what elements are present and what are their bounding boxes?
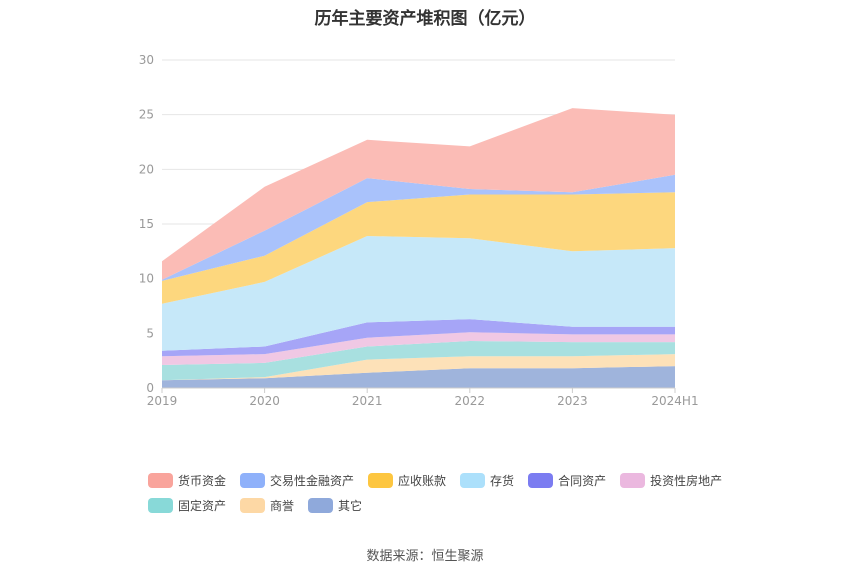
legend-label: 合同资产 (558, 474, 607, 488)
area-2 (162, 341, 675, 381)
chart-title: 历年主要资产堆积图（亿元） (314, 9, 536, 29)
legend-label: 商誉 (270, 499, 295, 513)
area-series (162, 108, 675, 388)
legend-item[interactable]: 交易性金融资产 (240, 472, 354, 489)
legend-item[interactable]: 货币资金 (148, 472, 226, 489)
y-tick-label: 25 (139, 108, 154, 122)
legend-swatch (460, 473, 486, 488)
area-1 (162, 354, 675, 381)
y-tick-label: 10 (139, 272, 154, 286)
area-6 (162, 192, 675, 304)
legend-label: 其它 (338, 499, 363, 513)
legend-label: 货币资金 (178, 474, 227, 488)
area-4 (162, 319, 675, 357)
legend-swatch (528, 473, 554, 488)
area-0 (162, 366, 675, 388)
x-tick-label: 2021 (352, 394, 383, 408)
x-tick-label: 2019 (147, 394, 178, 408)
legend-item[interactable]: 投资性房地产 (620, 472, 722, 489)
legend-label: 固定资产 (178, 499, 227, 513)
area-3 (162, 332, 675, 365)
y-tick-label: 5 (146, 326, 154, 340)
legend-item[interactable]: 固定资产 (148, 497, 226, 514)
legend-swatch (148, 498, 173, 513)
y-tick-label: 30 (139, 53, 154, 67)
legend-swatch (308, 498, 334, 513)
legend-label: 应收账款 (398, 474, 447, 488)
legend-item[interactable]: 存货 (460, 472, 514, 489)
legend-swatch (368, 473, 394, 488)
y-tick-label: 0 (146, 381, 154, 395)
x-tick-label: 2020 (249, 394, 280, 408)
legend-item[interactable]: 合同资产 (528, 472, 606, 489)
legend-item[interactable]: 商誉 (240, 497, 294, 514)
data-source: 数据来源：恒生聚源 (366, 549, 484, 564)
legend-swatch (240, 498, 266, 513)
area-7 (162, 174, 675, 281)
legend-label: 投资性房地产 (650, 474, 723, 488)
x-tick-label: 2024H1 (651, 394, 698, 408)
legend-swatch (240, 473, 266, 488)
legend-swatch (148, 473, 173, 488)
axes: 0 5 10 15 20 25 30 2019 2020 2021 2022 2023 2024H1 (139, 53, 699, 408)
legend-label: 存货 (490, 474, 515, 488)
legend-swatch (620, 473, 646, 488)
legend-item[interactable]: 其它 (308, 497, 362, 514)
legend: 货币资金 交易性金融资产 应收账款 存货 合同资产 投资性房地产固定资产 商誉 其它 (148, 472, 748, 514)
x-tick-label: 2022 (455, 394, 486, 408)
legend-item[interactable]: 应收账款 (368, 472, 446, 489)
x-tick-label: 2023 (557, 394, 588, 408)
area-5 (162, 236, 675, 351)
area-8 (162, 108, 675, 280)
y-tick-label: 15 (139, 217, 154, 231)
legend-label: 交易性金融资产 (270, 474, 355, 488)
y-tick-label: 20 (139, 162, 154, 176)
